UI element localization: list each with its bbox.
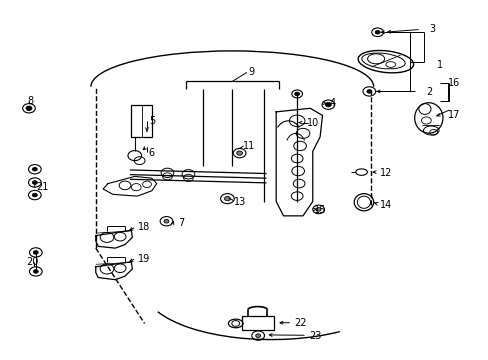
Bar [131,105,152,137]
Circle shape [366,90,371,93]
Text: 14: 14 [379,200,391,210]
Circle shape [163,220,168,223]
Text: 9: 9 [248,67,254,77]
Text: 22: 22 [294,319,306,328]
Circle shape [294,92,299,96]
Circle shape [236,151,242,155]
Text: 19: 19 [138,254,150,264]
Text: 13: 13 [233,197,245,207]
Circle shape [224,197,230,201]
Circle shape [33,270,38,273]
Text: 11: 11 [243,141,255,151]
Text: 18: 18 [138,222,150,231]
Text: 12: 12 [379,168,391,178]
Text: 23: 23 [308,331,321,341]
Circle shape [26,106,32,111]
Text: 17: 17 [447,111,459,121]
Text: 1: 1 [436,60,442,70]
Circle shape [32,167,37,171]
Circle shape [325,103,330,107]
Text: 3: 3 [428,24,434,35]
Circle shape [32,193,37,197]
Circle shape [33,251,38,254]
Text: 8: 8 [27,96,33,106]
Circle shape [316,208,321,211]
Text: 20: 20 [26,257,39,267]
Text: 16: 16 [447,78,459,88]
Bar [242,316,273,330]
Circle shape [32,181,37,184]
Text: 15: 15 [313,206,325,216]
Circle shape [374,31,379,34]
Text: 5: 5 [148,116,155,126]
Text: 10: 10 [306,118,318,128]
Circle shape [255,334,260,337]
Text: 4: 4 [328,98,335,108]
Text: 2: 2 [426,87,432,97]
Text: 6: 6 [148,148,155,158]
Text: 21: 21 [36,182,48,192]
Text: 7: 7 [178,218,184,228]
